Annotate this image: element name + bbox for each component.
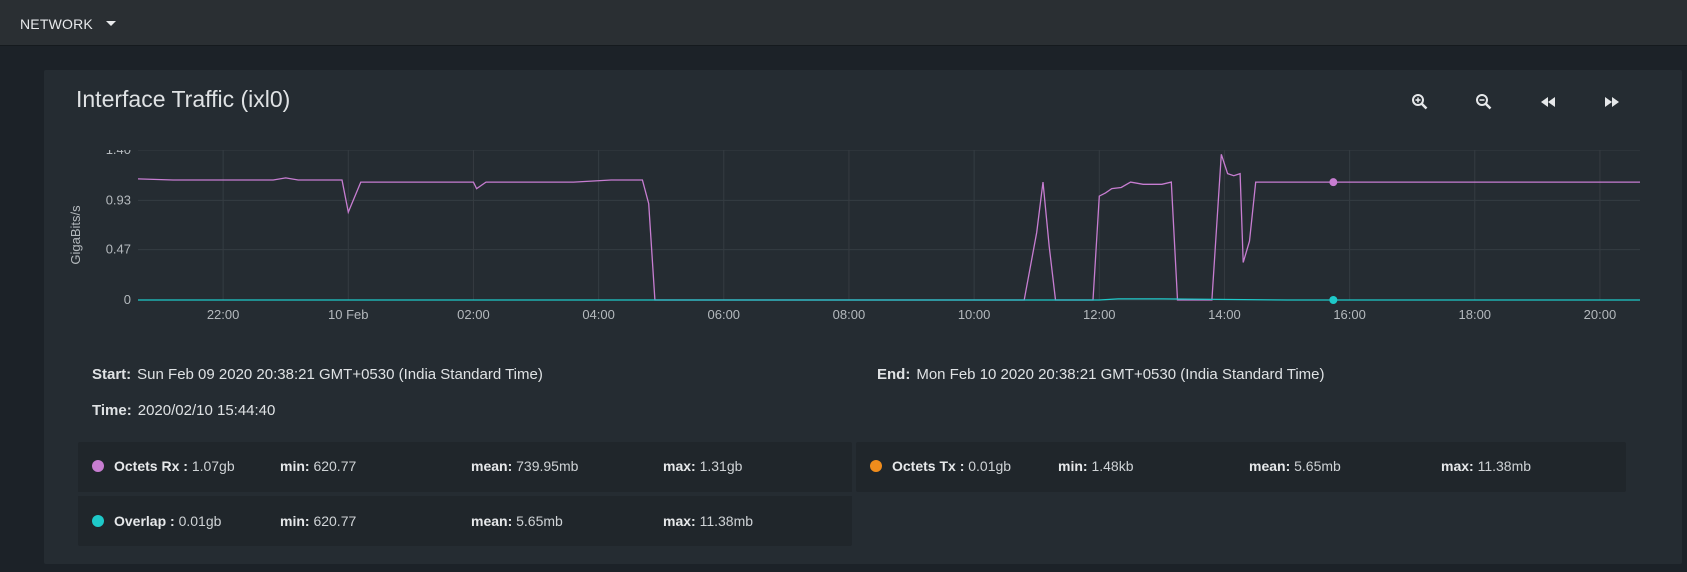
rx-max: max: 1.31gb — [663, 458, 743, 474]
x-tick-label: 22:00 — [207, 307, 240, 322]
end-info: End: Mon Feb 10 2020 20:38:21 GMT+0530 (I… — [877, 366, 1325, 383]
zoom-in-icon[interactable] — [1406, 88, 1434, 116]
rx-name: Octets Rx : — [114, 458, 188, 474]
zoom-out-icon[interactable] — [1470, 88, 1498, 116]
legend-row-rx[interactable]: Octets Rx : 1.07gb min: 620.77 mean: 739… — [78, 442, 852, 490]
x-tick-label: 08:00 — [833, 307, 866, 322]
y-tick-label: 0.47 — [106, 242, 131, 257]
cursor-point-overlap — [1329, 296, 1338, 304]
card-title: Interface Traffic (ixl0) — [76, 86, 291, 112]
start-info: Start: Sun Feb 09 2020 20:38:21 GMT+0530 … — [92, 366, 543, 383]
rx-min: min: 620.77 — [280, 458, 357, 474]
tx-max: max: 11.38mb — [1441, 458, 1532, 474]
legend-divider — [78, 492, 852, 496]
legend-row-overlap[interactable]: Overlap : 0.01gb min: 620.77 mean: 5.65m… — [78, 497, 852, 545]
overlap-min: min: 620.77 — [280, 513, 357, 529]
series-line-overlap — [138, 298, 1640, 301]
traffic-chart[interactable]: 0 0.47 0.93 1.40 22:00 10 Feb 02:00 04:00 06:00 0… — [44, 150, 1682, 330]
x-tick-label: 14:00 — [1208, 307, 1241, 322]
cursor-point-octets-rx — [1329, 178, 1338, 187]
top-bar: NETWORK — [0, 0, 1687, 46]
y-tick-label: 1.40 — [106, 150, 131, 157]
overlap-mean: mean: 5.65mb — [471, 513, 563, 529]
overlap-max: max: 11.38mb — [663, 513, 754, 529]
interface-traffic-card: Interface Traffic (ixl0) 0 0.47 0.93 1.40 22… — [44, 70, 1682, 564]
end-value: Mon Feb 10 2020 20:38:21 GMT+0530 (India… — [916, 366, 1325, 383]
legend-panel-left: Octets Rx : 1.07gb min: 620.77 mean: 739… — [78, 442, 852, 546]
tx-min: min: 1.48kb — [1058, 458, 1134, 474]
network-menu-label[interactable]: NETWORK — [20, 16, 93, 32]
tx-name-value: Octets Tx : 0.01gb — [892, 458, 1011, 474]
tx-color-dot — [870, 460, 882, 472]
rx-value: 1.07gb — [191, 458, 235, 474]
start-label: Start: — [92, 366, 132, 383]
start-value: Sun Feb 09 2020 20:38:21 GMT+0530 (India… — [137, 366, 543, 383]
x-tick-label: 12:00 — [1083, 307, 1116, 322]
x-tick-label: 16:00 — [1333, 307, 1366, 322]
rx-mean: mean: 739.95mb — [471, 458, 579, 474]
x-tick-label: 04:00 — [582, 307, 615, 322]
overlap-color-dot — [92, 515, 104, 527]
x-tick-label: 10:00 — [958, 307, 991, 322]
rx-color-dot — [92, 460, 104, 472]
rx-name-value: Octets Rx : 1.07gb — [114, 458, 235, 474]
x-tick-label: 06:00 — [708, 307, 741, 322]
y-tick-label: 0.93 — [106, 192, 131, 207]
tx-name: Octets Tx : — [892, 458, 965, 474]
y-tick-label: 0 — [124, 292, 131, 307]
series-line-octets-rx — [137, 154, 1640, 301]
overlap-name-value: Overlap : 0.01gb — [114, 513, 221, 529]
overlap-name: Overlap : — [114, 513, 175, 529]
legend-panel-right: Octets Tx : 0.01gb min: 1.48kb mean: 5.6… — [856, 442, 1626, 492]
x-tick-label: 10 Feb — [328, 307, 368, 322]
legend-row-tx[interactable]: Octets Tx : 0.01gb min: 1.48kb mean: 5.6… — [856, 442, 1626, 490]
fast-forward-icon[interactable] — [1598, 88, 1626, 116]
rewind-icon[interactable] — [1534, 88, 1562, 116]
x-tick-label: 20:00 — [1584, 307, 1617, 322]
time-info: Time: 2020/02/10 15:44:40 — [92, 402, 275, 419]
time-label: Time: — [92, 402, 132, 419]
tx-value: 0.01gb — [968, 458, 1012, 474]
overlap-value: 0.01gb — [178, 513, 222, 529]
y-axis-label: GigaBits/s — [68, 205, 83, 265]
tx-mean: mean: 5.65mb — [1249, 458, 1341, 474]
x-tick-label: 02:00 — [457, 307, 490, 322]
end-label: End: — [877, 366, 911, 383]
time-value: 2020/02/10 15:44:40 — [137, 402, 276, 419]
x-tick-label: 18:00 — [1459, 307, 1492, 322]
chevron-down-icon[interactable] — [106, 21, 116, 26]
